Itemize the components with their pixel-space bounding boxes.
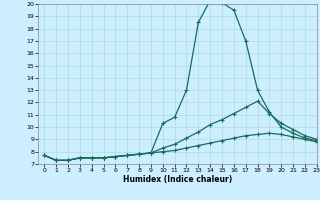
X-axis label: Humidex (Indice chaleur): Humidex (Indice chaleur)	[123, 175, 232, 184]
